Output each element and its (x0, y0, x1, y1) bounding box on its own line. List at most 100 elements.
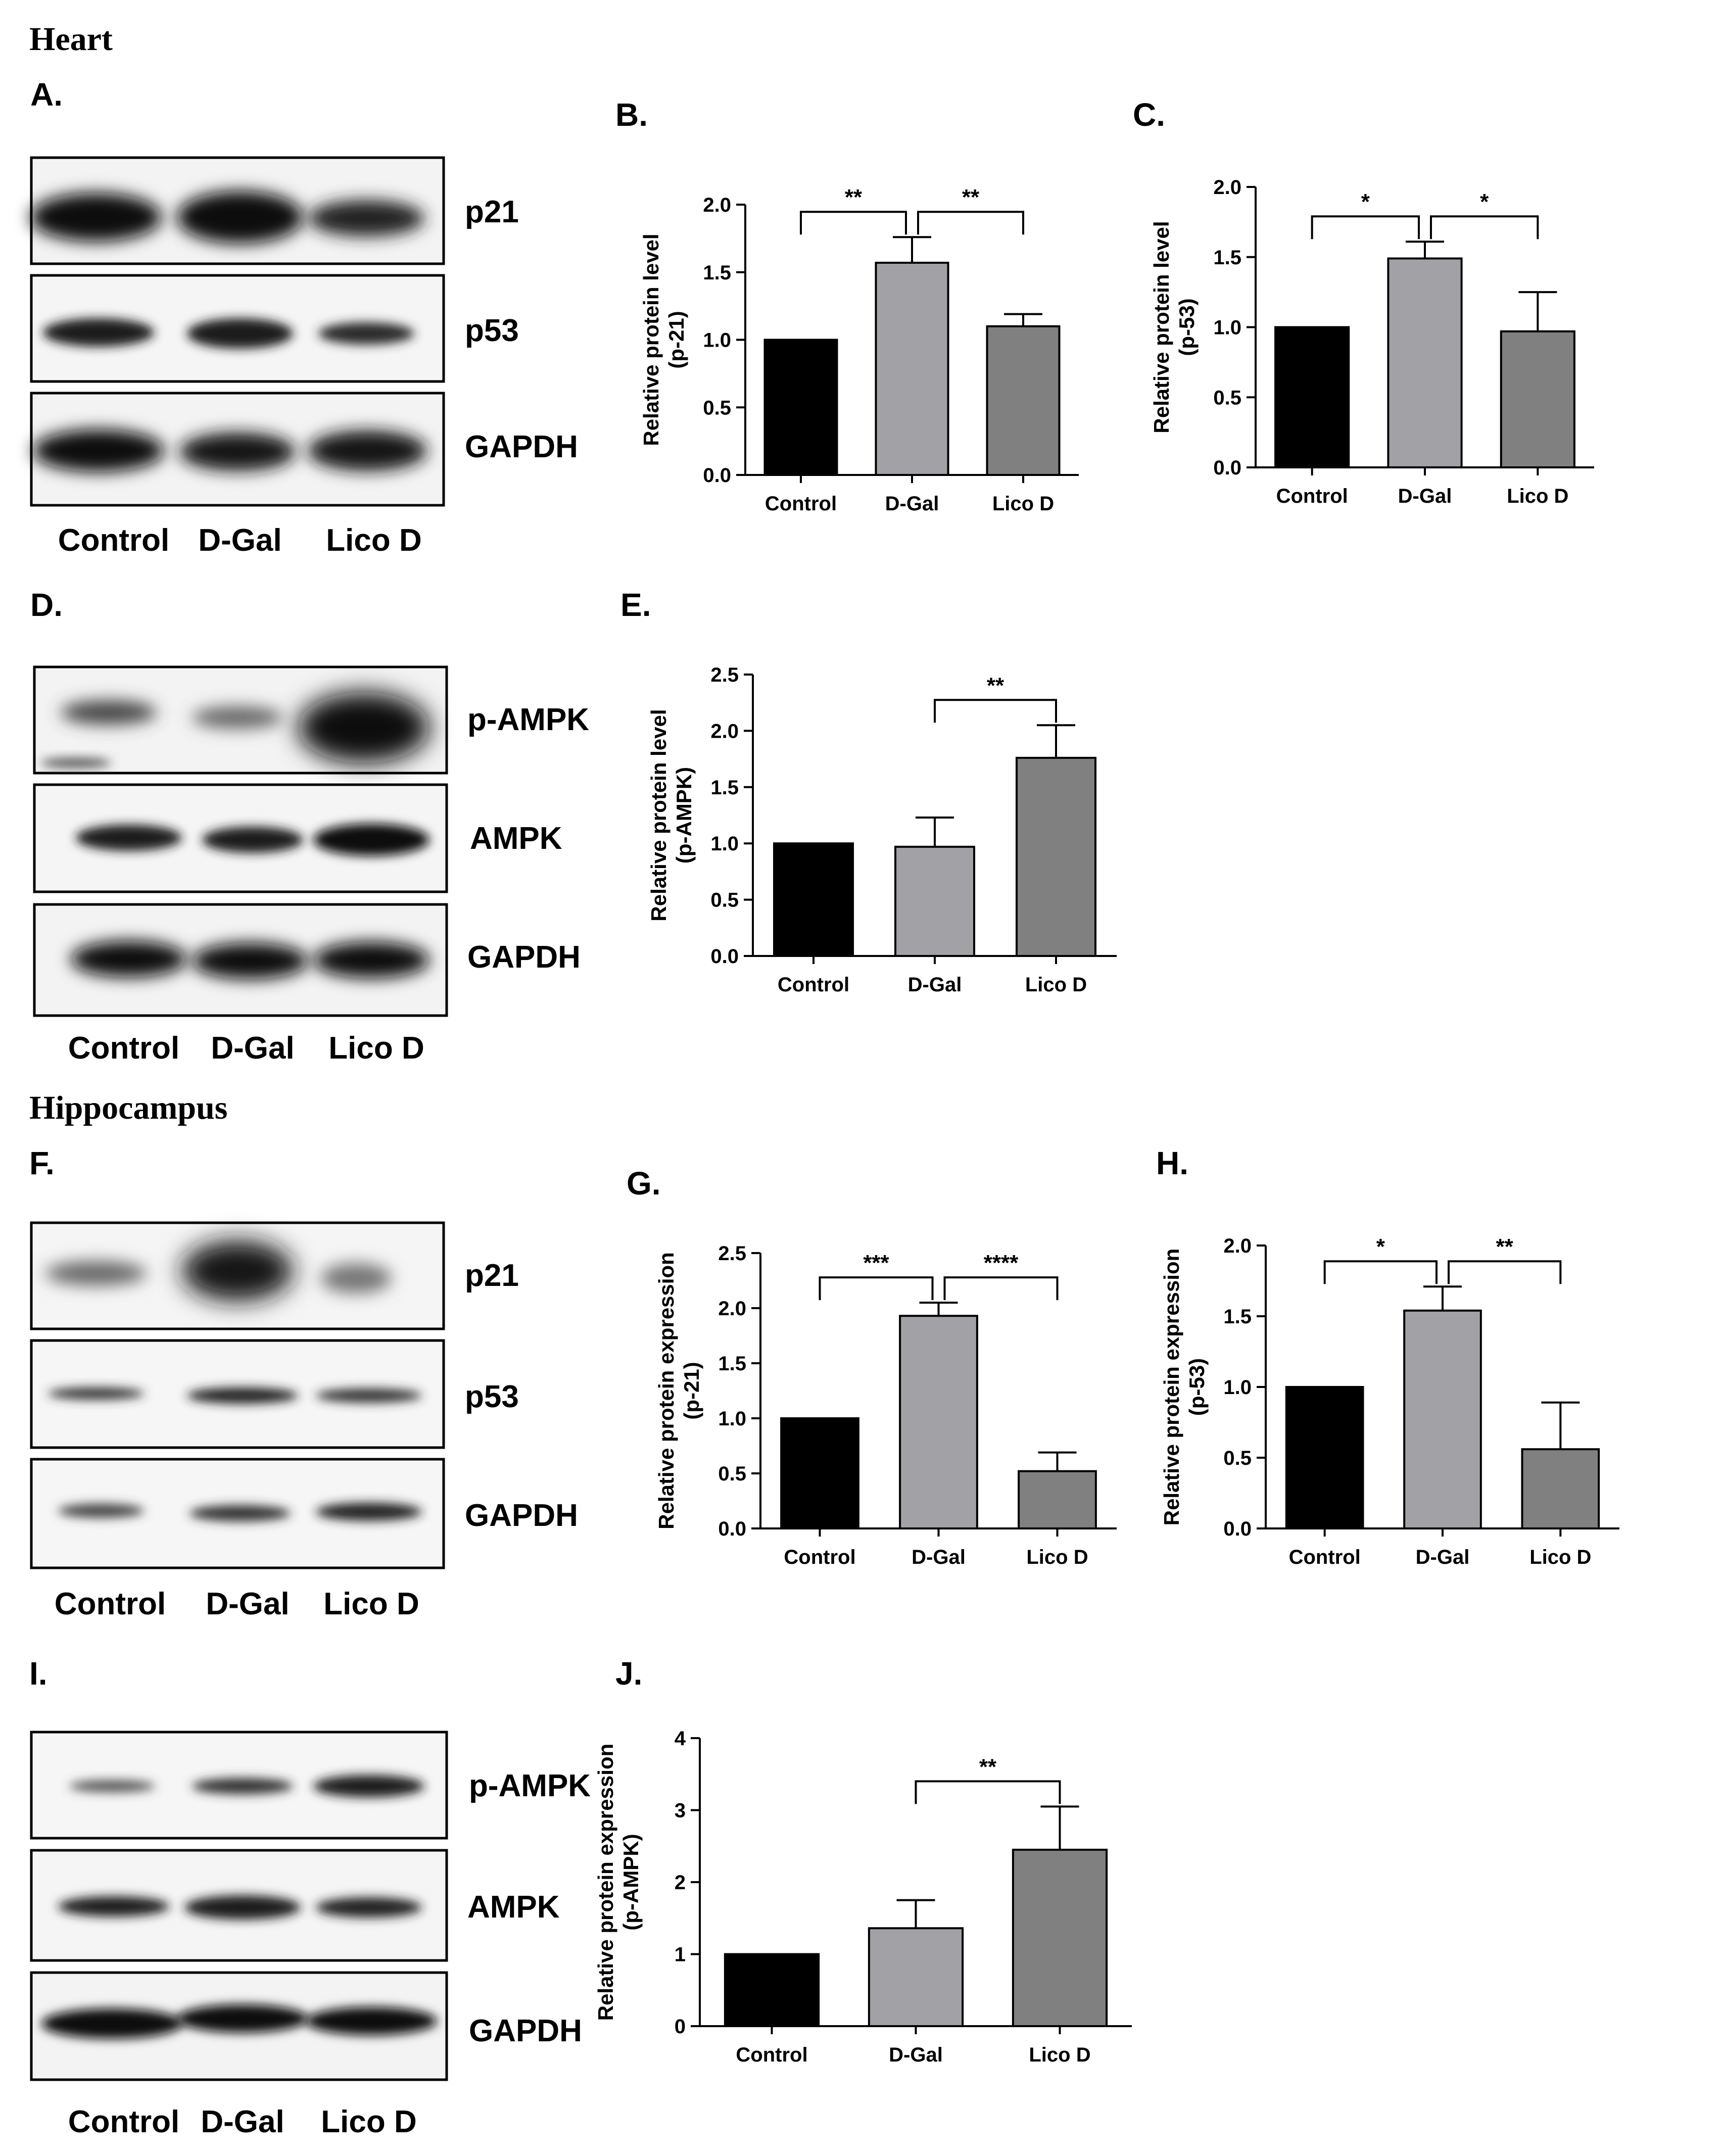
blot-f-lane-dgal: D-Gal (206, 1587, 289, 1621)
chart-b-significance-label: ** (845, 185, 863, 210)
chart-e-y-tick-label: 0.5 (710, 889, 739, 912)
blot-i-label-ampk: AMPK (467, 1890, 560, 1925)
chart-c-significance-bracket (1430, 215, 1539, 239)
chart-c-significance-label: * (1361, 189, 1370, 214)
chart-c-y-axis-label-line2: (p-53) (1175, 298, 1199, 356)
chart-b-x-tick-label: Lico D (992, 493, 1054, 515)
chart-g-y-axis-label: Relative protein expression (p-21) (654, 1252, 703, 1529)
chart-j-x-tick-label: Control (736, 2044, 807, 2066)
blot-f-lane-licod: Lico D (323, 1587, 419, 1621)
blot-a (30, 156, 445, 507)
chart-b-y-axis-label-line2: (p-21) (664, 311, 688, 368)
blot-i-lane-dgal: D-Gal (201, 2104, 284, 2139)
chart-e-significance-label: ** (987, 673, 1004, 698)
chart-c-significance-bracket (1311, 215, 1420, 239)
chart-h-y-axis-label: Relative protein expression (p-53) (1160, 1249, 1209, 1526)
blot-d (33, 665, 448, 1017)
chart-c-bar (1387, 257, 1463, 468)
panel-label-a: A. (30, 76, 63, 113)
chart-h-y-tick-label: 0.5 (1223, 1447, 1252, 1469)
blot-f-label-gapdh: GAPDH (465, 1498, 578, 1533)
blot-a-label-gapdh: GAPDH (465, 429, 578, 464)
blot-i (30, 1731, 448, 2081)
blot-d-lane-dgal: D-Gal (211, 1031, 294, 1066)
chart-j-y-tick-label: 1 (675, 1944, 686, 1966)
chart-h-x-tick-label: Lico D (1529, 1546, 1591, 1568)
blot-f-label-p53: p53 (465, 1379, 519, 1414)
chart-h-y-tick-label: 2.0 (1223, 1235, 1252, 1257)
chart-g-y-axis-label-line1: Relative protein expression (654, 1252, 678, 1529)
chart-h-significance-bracket (1323, 1260, 1438, 1284)
chart-c-y-tick-label: 0.5 (1213, 387, 1241, 409)
chart-e-y-tick-label: 1.5 (710, 777, 739, 799)
chart-g-significance-bracket (819, 1276, 934, 1301)
chart-b-y-tick-label: 2.0 (703, 194, 731, 216)
chart-b-significance-label: ** (962, 185, 980, 210)
chart-c-x-tick-label: Lico D (1507, 485, 1568, 507)
chart-e-x-tick-label: Control (778, 974, 849, 996)
chart-b-bar (986, 325, 1061, 476)
blot-d-label-pampk: p-AMPK (467, 702, 589, 737)
chart-b-y-tick-label: 0.0 (703, 464, 731, 487)
chart-c-y-tick-label: 2.0 (1213, 176, 1241, 199)
panel-label-e: E. (620, 587, 651, 623)
chart-h-y-axis-label-line1: Relative protein expression (1160, 1249, 1183, 1526)
chart-c-y-tick-label: 1.5 (1213, 247, 1241, 269)
panel-label-g: G. (627, 1165, 661, 1202)
chart-h-y-tick-label: 0.0 (1223, 1518, 1252, 1540)
chart-e-bar (894, 845, 975, 957)
chart-g-significance-label: **** (984, 1251, 1019, 1275)
chart-g-y-tick-label: 1.5 (718, 1353, 746, 1375)
chart-b-y-tick-label: 1.5 (703, 262, 731, 284)
panel-label-j: J. (615, 1655, 643, 1692)
panel-label-i: I. (29, 1655, 47, 1692)
chart-c-bar (1500, 330, 1575, 468)
blot-a-label-p21: p21 (465, 195, 519, 229)
chart-c-x-tick-label: D-Gal (1398, 485, 1452, 507)
blot-f-lane-control: Control (55, 1587, 166, 1621)
blot-f (30, 1221, 445, 1569)
chart-e-bar (1016, 756, 1096, 957)
chart-h-bar (1403, 1309, 1482, 1530)
blot-f-label-p21: p21 (465, 1258, 519, 1293)
chart-c-y-tick-label: 0.0 (1213, 457, 1241, 479)
chart-h-x-tick-label: Control (1289, 1546, 1361, 1568)
chart-g-x-tick-label: Control (784, 1546, 855, 1568)
chart-g-y-tick-label: 1.0 (718, 1408, 746, 1430)
chart-h-significance-bracket (1448, 1260, 1562, 1284)
chart-e-y-tick-label: 1.0 (710, 833, 739, 855)
chart-j-x-tick-label: Lico D (1029, 2044, 1090, 2066)
chart-g-x-tick-label: Lico D (1026, 1546, 1088, 1568)
chart-j-bar (724, 1953, 820, 2027)
chart-j-y-axis-label: Relative protein expression (p-AMPK) (594, 1744, 643, 2021)
chart-j-significance-bracket (915, 1780, 1061, 1804)
chart-g-significance-label: *** (863, 1251, 889, 1275)
chart-e-y-axis-label: Relative protein level (p-AMPK) (647, 709, 696, 921)
chart-h-significance-label: ** (1496, 1234, 1514, 1259)
chart-e-y-tick-label: 0.0 (710, 945, 739, 968)
panel-label-f: F. (29, 1145, 55, 1181)
blot-a-lane-licod: Lico D (326, 523, 421, 558)
chart-h-x-tick-label: D-Gal (1416, 1546, 1470, 1568)
blot-i-label-pampk: p-AMPK (469, 1768, 591, 1803)
chart-j-y-tick-label: 4 (675, 1728, 686, 1750)
chart-b-significance-bracket (800, 211, 907, 235)
chart-b-y-tick-label: 1.0 (703, 329, 731, 352)
chart-j-bar (868, 1927, 964, 2027)
chart-h-y-axis-label-line2: (p-53) (1185, 1358, 1209, 1416)
chart-b-x-tick-label: D-Gal (885, 493, 939, 515)
blot-d-label-ampk: AMPK (470, 821, 562, 856)
panel-label-d: D. (30, 587, 63, 623)
panel-label-c: C. (1133, 97, 1165, 133)
chart-j-y-axis-label-line1: Relative protein expression (594, 1744, 617, 2021)
chart-e-significance-bracket (934, 699, 1057, 723)
chart-g-y-tick-label: 2.5 (718, 1242, 746, 1265)
blot-a-label-p53: p53 (465, 313, 519, 348)
chart-g-y-tick-label: 2.0 (718, 1298, 746, 1320)
chart-c-y-axis-label: Relative protein level (p-53) (1150, 221, 1199, 433)
chart-e-y-tick-label: 2.0 (710, 720, 739, 742)
chart-h-y-tick-label: 1.0 (1223, 1376, 1252, 1399)
chart-b-y-axis-label: Relative protein level (p-21) (639, 233, 688, 446)
